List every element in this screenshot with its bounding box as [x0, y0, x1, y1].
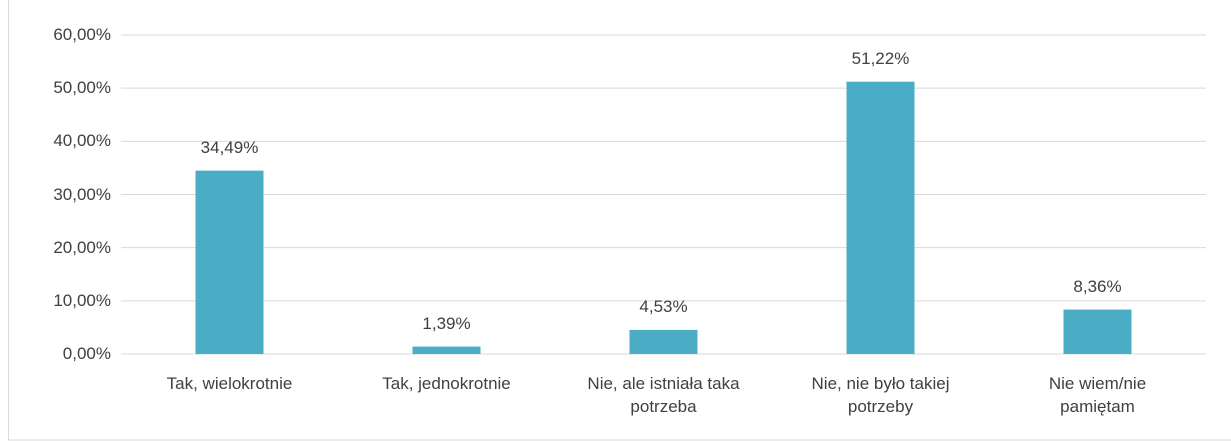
bar: [846, 81, 915, 355]
x-tick-label: Tak, jednokrotnie: [382, 374, 511, 393]
frame: [8, 0, 1231, 441]
x-tick-label: Tak, wielokrotnie: [166, 374, 293, 393]
data-label: 8,36%: [1073, 276, 1122, 296]
y-tick-label: 40,00%: [53, 131, 111, 151]
y-tick-label: 50,00%: [53, 78, 111, 98]
bar: [412, 346, 481, 354]
bar: [1063, 309, 1132, 354]
data-label: 51,22%: [851, 48, 910, 68]
y-tick-label: 0,00%: [62, 344, 111, 363]
data-label: 34,49%: [200, 137, 259, 157]
bar: [629, 329, 698, 354]
y-tick-label: 20,00%: [53, 237, 111, 257]
y-tick-label: 30,00%: [53, 184, 111, 204]
x-tick-label: Nie wiem/nie pamiętam: [1048, 374, 1147, 416]
bar: [195, 170, 264, 354]
data-label: 1,39%: [422, 313, 471, 333]
y-tick-label: 10,00%: [53, 290, 111, 310]
y-tick-label: 60,00%: [53, 25, 111, 44]
x-tick-label: Nie, nie było takiej potrzeby: [811, 374, 950, 416]
data-label: 4,53%: [639, 296, 688, 316]
x-tick-label: Nie, ale istniała taka potrzeba: [587, 374, 740, 416]
